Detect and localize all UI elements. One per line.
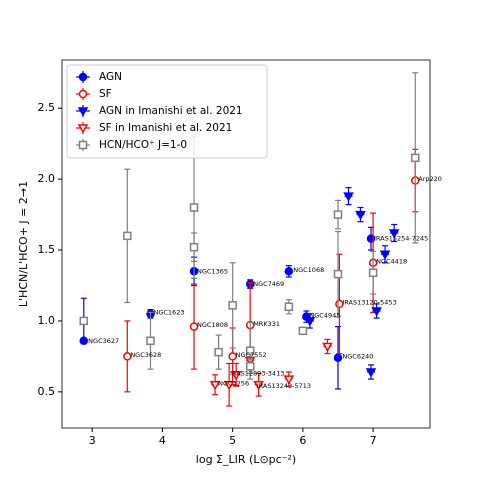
point — [371, 307, 382, 317]
annotation: NGC6240 — [342, 352, 373, 360]
x-tick-label: 5 — [229, 434, 236, 447]
point — [214, 347, 223, 357]
point — [284, 302, 294, 312]
y-axis-label: L'HCN/L'HCO+ J = 2→1 — [17, 181, 30, 307]
point — [304, 317, 316, 327]
annotation: IRAS12893-3413 — [230, 369, 284, 377]
annotation: NGC1623 — [153, 308, 184, 316]
point — [343, 192, 354, 202]
point — [333, 353, 343, 363]
x-tick-label: 3 — [89, 434, 96, 447]
y-tick-label: 1.5 — [38, 243, 56, 256]
point — [230, 371, 242, 381]
point — [189, 203, 199, 212]
legend-marker — [78, 140, 88, 150]
point — [146, 336, 155, 346]
point — [79, 316, 89, 326]
point — [245, 362, 255, 371]
annotation: NGC1068 — [293, 266, 324, 274]
point — [355, 210, 366, 221]
annotation: NGC1365 — [197, 267, 228, 275]
point — [123, 231, 132, 241]
point — [379, 250, 391, 260]
legend-box — [66, 64, 268, 159]
annotation: NGC4418 — [376, 257, 407, 265]
x-tick-label: 4 — [159, 434, 166, 447]
legend-label: HCN/HCO⁺ J=1-0 — [99, 139, 187, 151]
annotation: NGC4945 — [309, 311, 340, 319]
annotation: NGC3256 — [218, 379, 249, 387]
annotation: NGC3627 — [88, 337, 119, 345]
point — [283, 375, 295, 385]
point — [209, 380, 221, 391]
point — [79, 336, 89, 346]
y-tick-label: 0.5 — [38, 385, 56, 398]
point — [298, 326, 308, 336]
point — [228, 352, 237, 361]
point — [189, 242, 199, 252]
point — [333, 269, 343, 279]
annotation: NGC7469 — [253, 280, 284, 288]
point — [223, 380, 235, 391]
legend-label: AGN in Imanishi et al. 2021 — [99, 105, 243, 117]
y-tick-label: 2.5 — [38, 101, 56, 114]
point — [123, 352, 132, 361]
annotation: NGC1808 — [197, 321, 228, 329]
point — [189, 322, 199, 331]
point — [284, 267, 294, 276]
point — [368, 268, 378, 277]
annotation: NGC7552 — [236, 351, 267, 359]
annotation: Arp220 — [418, 175, 442, 183]
point — [365, 368, 377, 378]
legend-marker — [78, 72, 88, 82]
annotation: IRAS15254-7245 — [374, 235, 428, 243]
x-tick-label: 6 — [299, 434, 306, 447]
point — [245, 346, 255, 355]
legend-label: AGN — [99, 71, 122, 83]
legend-label: SF in Imanishi et al. 2021 — [99, 122, 232, 134]
point — [228, 301, 237, 310]
annotation: IRAS13242-5713 — [257, 382, 311, 390]
legend-marker — [77, 107, 89, 117]
legend-marker — [78, 89, 88, 99]
y-tick-label: 1.0 — [38, 314, 56, 327]
point — [322, 342, 333, 352]
point — [333, 210, 343, 219]
plot-frame — [61, 59, 431, 429]
y-tick-label: 2.0 — [38, 172, 56, 185]
point — [253, 380, 264, 391]
annotation: NGC3628 — [130, 351, 161, 359]
legend-label: SF — [99, 88, 112, 100]
point — [388, 229, 400, 239]
point — [411, 153, 420, 163]
x-axis-label: log Σ_LIR (L⊙pc⁻²) — [196, 453, 296, 466]
annotation: MRK331 — [253, 320, 280, 328]
x-tick-label: 7 — [370, 434, 377, 447]
annotation: IRAS13120-5453 — [342, 298, 396, 306]
legend-marker — [77, 124, 89, 134]
